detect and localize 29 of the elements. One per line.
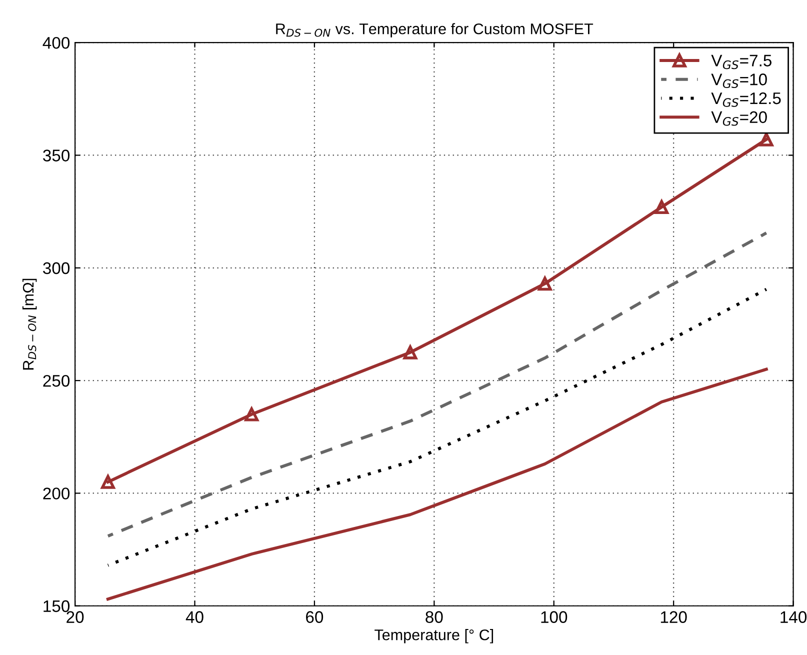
point [244, 407, 259, 422]
point [759, 132, 774, 146]
legend-label: V$_{GS}$=10 [711, 74, 767, 88]
point [654, 200, 669, 214]
x-tick-label: 140 [780, 611, 807, 623]
x-tick-label: 80 [426, 611, 443, 623]
line-series [106, 288, 768, 567]
y-tick-label: 350 [43, 150, 70, 162]
x-tick-label: 100 [541, 611, 568, 623]
x-tick-label: 120 [660, 611, 687, 623]
y-tick-label: 300 [43, 262, 70, 274]
x-tick-label: 60 [306, 611, 324, 623]
x-tick-label: 20 [66, 611, 84, 623]
legend-label: V$_{GS}$=12.5 [711, 92, 781, 107]
point [403, 345, 418, 360]
x-tick-label: 40 [186, 611, 204, 623]
point [101, 475, 115, 489]
legend-label: V$_{GS}$=7.5 [711, 54, 772, 70]
chart-title: R$_{DS−ON}$ vs. Temperature for Custom MOSFET [276, 23, 594, 38]
x-axis-title: Temperature [° C] [374, 629, 494, 644]
line-series [106, 231, 768, 538]
y-tick-label: 150 [44, 600, 70, 612]
line-series [106, 368, 768, 601]
y-tick-label: 250 [43, 374, 70, 387]
y-tick-label: 400 [42, 36, 70, 49]
point [538, 276, 552, 291]
y-tick-label: 200 [43, 488, 70, 500]
legend-label: V$_{GS}$=20 [711, 111, 767, 126]
y-axis-title: R$_{DS−ON}$ [mΩ] [22, 278, 37, 370]
